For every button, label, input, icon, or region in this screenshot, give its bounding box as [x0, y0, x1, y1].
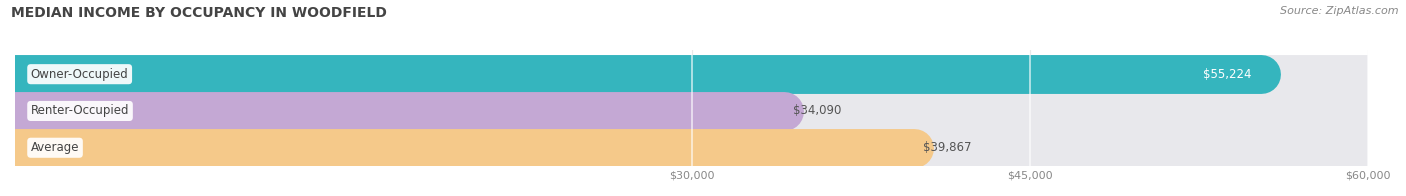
Text: Owner-Occupied: Owner-Occupied — [31, 68, 128, 81]
Text: $39,867: $39,867 — [924, 141, 972, 154]
Text: MEDIAN INCOME BY OCCUPANCY IN WOODFIELD: MEDIAN INCOME BY OCCUPANCY IN WOODFIELD — [11, 6, 387, 20]
Text: Renter-Occupied: Renter-Occupied — [31, 104, 129, 117]
Text: $34,090: $34,090 — [793, 104, 841, 117]
Text: Source: ZipAtlas.com: Source: ZipAtlas.com — [1281, 6, 1399, 16]
Text: $55,224: $55,224 — [1204, 68, 1251, 81]
Text: Average: Average — [31, 141, 79, 154]
